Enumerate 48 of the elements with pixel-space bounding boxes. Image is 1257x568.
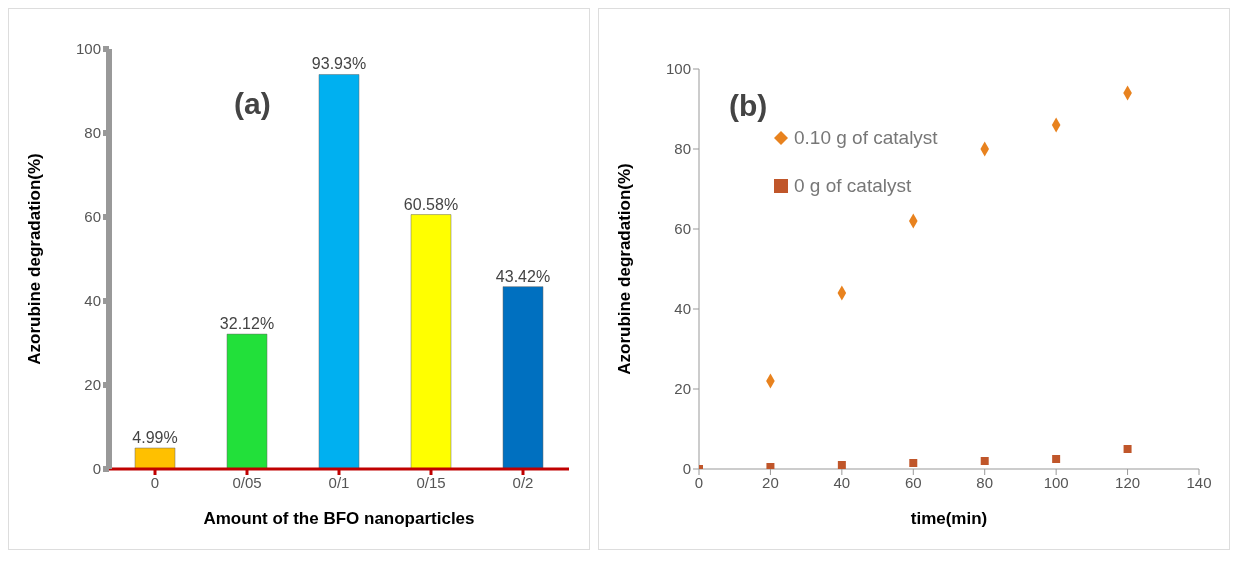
y-tick-label: 20 [674,380,691,398]
x-tick-label: 0/05 [232,473,262,491]
x-tick-label: 120 [1115,473,1141,491]
bar [226,333,268,469]
bar [502,286,544,469]
point [909,459,918,467]
x-tick-label: 60 [904,473,922,491]
data-label: 43.42% [495,267,551,285]
data-label: 32.12% [219,315,275,333]
point [980,457,989,465]
annotation: (a) [234,87,271,121]
bar [410,214,452,469]
x-tick-label: 140 [1186,473,1212,491]
x-tick-label: 100 [1043,473,1069,491]
y-tick-label: 100 [75,40,101,58]
y-tick-label: 0 [92,460,101,478]
y-axis-title: Azorubine degradation(%) [25,153,45,365]
y-tick-label: 60 [84,208,101,226]
y-tick-label: 20 [84,376,101,394]
x-axis-title: Amount of the BFO nanoparticles [203,509,475,528]
y-axis-title: Azorubine degradation(%) [615,163,635,375]
x-tick-label: 0 [694,473,704,491]
y-tick-label: 40 [674,300,691,318]
legend-label: 0.10 g of catalyst [794,127,938,149]
point [1052,455,1061,463]
x-tick-label: 20 [762,473,779,491]
x-tick-label: 0/1 [328,473,350,491]
y-tick-label: 40 [84,292,101,310]
x-tick-label: 0 [150,473,160,491]
point [1123,445,1132,453]
bar [134,447,176,469]
y-tick-label: 0 [682,460,691,478]
bar [318,74,360,469]
data-label: 4.99% [132,429,178,447]
y-tick-label: 80 [674,140,691,158]
y-tick-label: 100 [665,60,691,78]
y-tick-label: 80 [84,124,101,142]
x-axis-title: time(min) [910,509,988,528]
x-tick-label: 0/15 [416,473,446,491]
x-tick-label: 40 [833,473,851,491]
y-tick-label: 60 [674,220,691,238]
annotation: (b) [729,89,768,123]
x-tick-label: 0/2 [512,473,534,491]
legend-label: 0 g of catalyst [794,175,912,197]
point [837,461,846,469]
data-label: 60.58% [403,195,459,213]
x-tick-label: 80 [976,473,994,491]
data-label: 93.93% [311,55,367,73]
